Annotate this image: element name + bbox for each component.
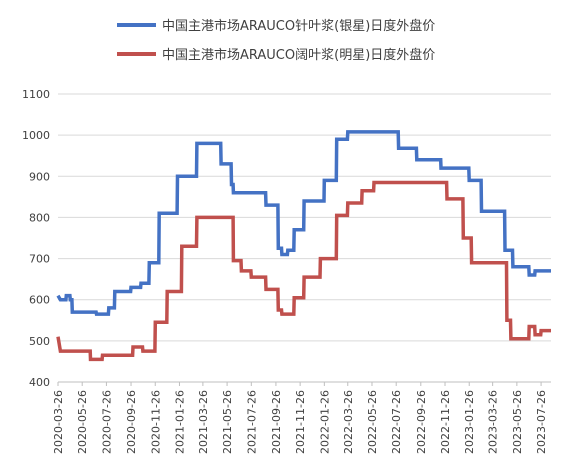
x-tick-label: 2022-03-26	[342, 390, 355, 454]
series-lines	[56, 130, 551, 362]
x-tick-label: 2022-05-26	[366, 390, 379, 454]
legend-label-softwood: 中国主港市场ARAUCO针叶浆(银星)日度外盘价	[162, 18, 435, 34]
x-tick-label: 2021-07-26	[245, 390, 258, 454]
legend-label-hardwood: 中国主港市场ARAUCO阔叶浆(明星)日度外盘价	[162, 47, 435, 63]
x-tick-label: 2021-05-26	[221, 390, 234, 454]
y-axis-ticks: 400 500 600 700 800 900 1000 1100	[22, 88, 50, 389]
y-tick-label: 1000	[22, 129, 50, 142]
x-tick-label: 2023-07-26	[535, 390, 548, 454]
gridlines	[58, 93, 551, 383]
x-tick-label: 2020-11-26	[149, 390, 162, 454]
y-tick-label: 600	[29, 294, 50, 307]
x-tick-label: 2022-01-26	[318, 390, 331, 454]
x-axis: 2020-03-26 2020-05-26 2020-07-26 2020-09-26…	[52, 381, 551, 454]
x-tick-label: 2021-09-26	[270, 390, 283, 454]
series-line-hardwood	[56, 180, 551, 362]
legend: 中国主港市场ARAUCO针叶浆(银星)日度外盘价 中国主港市场ARAUCO阔叶浆…	[117, 18, 435, 63]
x-tick-label: 2022-11-26	[439, 390, 452, 454]
y-tick-label: 400	[29, 376, 50, 389]
x-tick-label: 2023-01-26	[463, 390, 476, 454]
x-tick-label: 2020-09-26	[125, 390, 138, 454]
y-tick-label: 700	[29, 253, 50, 266]
x-tick-label: 2020-05-26	[76, 390, 89, 454]
x-tick-label: 2023-05-26	[511, 390, 524, 454]
x-tick-label: 2023-03-26	[487, 390, 500, 454]
x-tick-label: 2022-07-26	[390, 390, 403, 454]
x-tick-label: 2021-11-26	[294, 390, 307, 454]
x-tick-label: 2021-03-26	[197, 390, 210, 454]
series-line-softwood	[56, 130, 551, 316]
y-tick-label: 1100	[22, 88, 50, 101]
y-tick-label: 900	[29, 170, 50, 183]
x-tick-label: 2020-07-26	[100, 390, 113, 454]
x-tick-label: 2020-03-26	[52, 390, 65, 454]
x-tick-label: 2022-09-26	[415, 390, 428, 454]
y-tick-label: 800	[29, 211, 50, 224]
y-tick-label: 500	[29, 335, 50, 348]
x-tick-label: 2021-01-26	[173, 390, 186, 454]
